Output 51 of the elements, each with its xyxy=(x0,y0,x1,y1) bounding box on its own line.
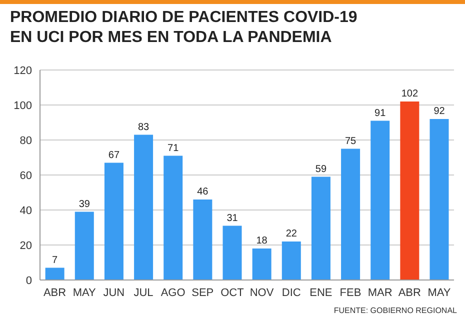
chart-title: PROMEDIO DIARIO DE PACIENTES COVID-19 EN UCI POR MES EN TODA LA PANDEMIA xyxy=(10,8,358,48)
x-tick-label: ENE xyxy=(310,286,332,299)
bar xyxy=(164,156,183,280)
source-note: FUENTE: GOBIERNO REGIONAL xyxy=(334,306,457,315)
data-label: 39 xyxy=(78,198,90,210)
bar xyxy=(341,148,360,280)
y-tick-label: 100 xyxy=(14,100,32,112)
data-label: 71 xyxy=(168,142,180,154)
bar xyxy=(430,119,449,280)
x-tick-label: FEB xyxy=(340,286,362,299)
bar xyxy=(193,200,212,280)
x-tick-label: MAR xyxy=(368,286,392,299)
y-tick-label: 20 xyxy=(20,240,32,252)
bar xyxy=(311,176,330,280)
x-tick-label: MAY xyxy=(72,286,97,299)
bar xyxy=(74,212,94,280)
data-label: 102 xyxy=(401,88,418,100)
data-label: 46 xyxy=(197,186,209,198)
y-tick-label: 0 xyxy=(26,274,32,287)
data-label: 59 xyxy=(315,164,327,175)
y-tick-label: 120 xyxy=(14,64,32,77)
x-tick-label: MAY xyxy=(428,286,452,299)
data-label: 91 xyxy=(374,108,386,119)
bar xyxy=(252,248,272,280)
data-label: 92 xyxy=(434,106,446,117)
bar xyxy=(282,242,301,280)
x-tick-label: JUL xyxy=(134,286,154,299)
bar xyxy=(222,226,242,280)
x-tick-label: ABR xyxy=(43,286,66,299)
data-label: 75 xyxy=(344,136,357,147)
data-label: 67 xyxy=(108,150,120,161)
bar xyxy=(370,120,390,280)
y-tick-label: 80 xyxy=(20,134,32,147)
bar xyxy=(104,162,124,280)
bar xyxy=(400,102,420,280)
x-tick-label: ABR xyxy=(398,286,422,299)
bar xyxy=(134,134,154,280)
x-tick-label: AGO xyxy=(160,286,186,299)
data-label: 83 xyxy=(138,122,150,133)
data-label: 18 xyxy=(256,236,268,246)
y-tick-label: 60 xyxy=(20,170,32,182)
x-tick-label: SEP xyxy=(192,286,214,299)
x-tick-label: NOV xyxy=(250,286,274,299)
data-label: 31 xyxy=(226,212,238,224)
bar xyxy=(45,268,64,280)
data-label: 7 xyxy=(52,254,58,266)
x-tick-label: OCT xyxy=(220,286,244,299)
y-tick-label: 40 xyxy=(20,204,32,217)
x-tick-label: DIC xyxy=(282,286,301,299)
x-tick-label: JUN xyxy=(103,286,125,299)
data-label: 22 xyxy=(286,228,298,240)
